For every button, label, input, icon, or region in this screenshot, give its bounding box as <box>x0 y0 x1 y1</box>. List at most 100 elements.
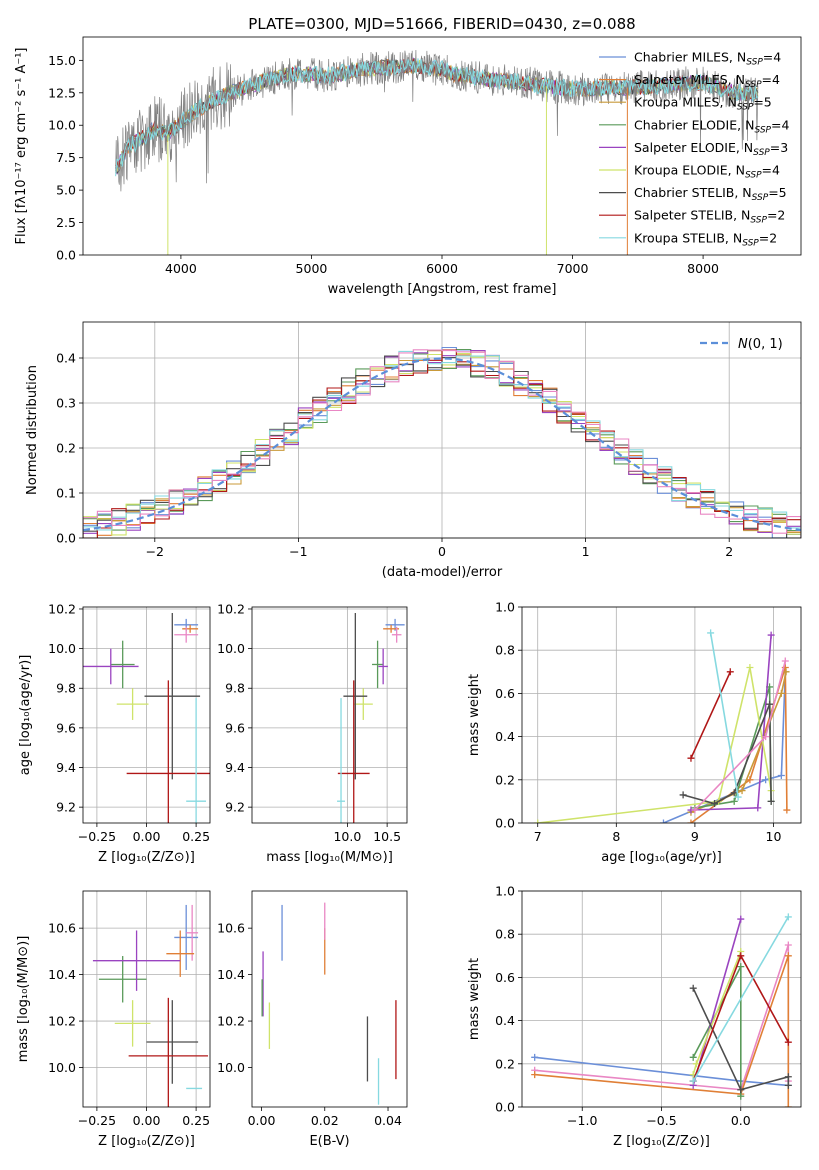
weight-marker <box>784 1081 792 1089</box>
x-axis-label: mass [log₁₀(M/M⊙)] <box>266 850 393 865</box>
x-tick-label: 2 <box>725 544 733 559</box>
y-tick-label: 0.3 <box>56 396 76 411</box>
weight-marker <box>687 754 695 762</box>
x-tick-label: −1.0 <box>567 1113 597 1128</box>
weight-marker <box>689 1053 697 1061</box>
x-tick-label: 9 <box>691 829 699 844</box>
weight-marker <box>738 787 746 795</box>
y-tick-label: 0.2 <box>495 772 515 787</box>
y-tick-label: 10.4 <box>48 967 76 982</box>
x-tick-label: −0.25 <box>78 1113 116 1128</box>
y-tick-label: 10.0 <box>48 1060 76 1075</box>
weight-marker <box>659 819 667 823</box>
y-tick-label: 0.0 <box>495 1100 515 1115</box>
weight-marker <box>531 1071 539 1079</box>
y-axis-label: Flux [fλ10⁻¹⁷ erg cm⁻² s⁻¹ A⁻¹] <box>14 48 29 245</box>
errorbar-point <box>174 904 199 970</box>
legend-label: N(0, 1) <box>738 337 783 352</box>
panel-2: N(0, 1) −2 −1 0 1 2 0.0 0.1 0.2 0.3 0.4 (data-model… <box>25 321 802 580</box>
x-axis-label: age [log₁₀(age/yr)] <box>601 850 722 865</box>
weight-marker <box>737 1086 745 1094</box>
y-tick-label: 9.2 <box>56 800 76 815</box>
weight-marker <box>531 1053 539 1061</box>
weight-line <box>537 667 772 823</box>
y-tick-label: 10.6 <box>48 921 76 936</box>
y-tick-label: 9.2 <box>225 800 245 815</box>
errorbar-point <box>391 626 402 643</box>
errorbar-point <box>83 648 139 685</box>
y-tick-label: 0.8 <box>495 927 515 942</box>
weight-lines <box>534 629 791 823</box>
y-tick-label: 10.0 <box>48 118 76 133</box>
weight-marker <box>762 733 770 741</box>
legend-label: Salpeter ELODIE, NSSP=3 <box>634 140 788 158</box>
histogram-step <box>83 349 801 538</box>
y-tick-label: 9.6 <box>56 720 76 735</box>
x-tick-label: 10.5 <box>373 829 401 844</box>
errorbar-point <box>116 688 149 720</box>
weight-line <box>534 955 790 1107</box>
weight-lines <box>531 913 792 1107</box>
errorbar-point <box>372 640 384 689</box>
weight-marker <box>737 1092 745 1100</box>
y-axis-label: age [log₁₀(age/yr)] <box>18 655 33 776</box>
errorbars <box>261 902 397 1105</box>
errorbars <box>337 612 405 823</box>
panel-4: 10.0 10.5 9.2 9.4 9.6 9.8 10.0 10.2 mass [log₁₀(… <box>217 601 408 865</box>
y-tick-label: 0.2 <box>495 1056 515 1071</box>
weight-marker <box>767 797 775 805</box>
weight-marker <box>687 819 695 823</box>
y-tick-label: 1.0 <box>495 600 515 615</box>
weight-line <box>690 671 732 759</box>
errorbars <box>83 612 210 823</box>
y-tick-label: 9.6 <box>225 720 245 735</box>
x-tick-label: 0 <box>438 544 446 559</box>
weight-marker <box>784 952 792 960</box>
weight-marker <box>784 1103 792 1107</box>
weight-marker <box>784 1038 792 1046</box>
errorbar-point <box>144 612 201 780</box>
weight-marker <box>692 1060 700 1068</box>
y-tick-label: 1.0 <box>495 884 515 899</box>
y-tick-label: 10.2 <box>48 601 76 616</box>
weight-marker <box>737 952 745 960</box>
x-tick-label: 0.00 <box>133 829 161 844</box>
x-tick-label: 10 <box>766 829 782 844</box>
x-tick-label: 0.04 <box>374 1113 402 1128</box>
weight-marker <box>784 1073 792 1081</box>
weight-marker <box>737 915 745 923</box>
x-tick-label: 6000 <box>426 261 458 276</box>
weight-marker <box>784 941 792 949</box>
y-tick-label: 0.0 <box>56 248 76 263</box>
weight-marker <box>726 668 734 676</box>
x-tick-label: 7 <box>534 829 542 844</box>
y-tick-label: 0.4 <box>495 729 515 744</box>
y-tick-label: 10.0 <box>217 1060 245 1075</box>
axes-frame <box>521 606 802 824</box>
panel-5: 7 8 9 10 0.0 0.2 0.4 0.6 0.8 1.0 age [log₁₀(age/yr… <box>467 600 802 865</box>
x-tick-label: −2 <box>146 544 164 559</box>
x-tick-label: 5000 <box>296 261 328 276</box>
errorbar-point <box>146 1000 199 1084</box>
weight-marker <box>734 793 742 801</box>
x-axis-label: E(B-V) <box>309 1134 349 1149</box>
y-axis-label: mass [log₁₀(M/M⊙)] <box>16 936 31 1063</box>
weight-marker <box>707 629 715 637</box>
normal-curve <box>83 357 801 532</box>
y-tick-label: 9.8 <box>56 681 76 696</box>
weight-line <box>692 951 742 1075</box>
errorbars <box>92 904 209 1107</box>
axes-frame <box>251 606 408 824</box>
x-axis-label: Z [log₁₀(Z/Z⊙)] <box>98 1134 195 1149</box>
errorbar-point <box>110 640 135 689</box>
weight-marker <box>777 771 785 779</box>
errorbar-point <box>186 698 207 823</box>
errorbar-point <box>186 904 199 961</box>
model-line <box>115 59 759 177</box>
weight-marker <box>762 776 770 784</box>
weight-marker <box>746 663 754 671</box>
y-tick-label: 15.0 <box>48 53 76 68</box>
y-tick-label: 10.4 <box>217 967 245 982</box>
weight-marker <box>679 791 687 799</box>
